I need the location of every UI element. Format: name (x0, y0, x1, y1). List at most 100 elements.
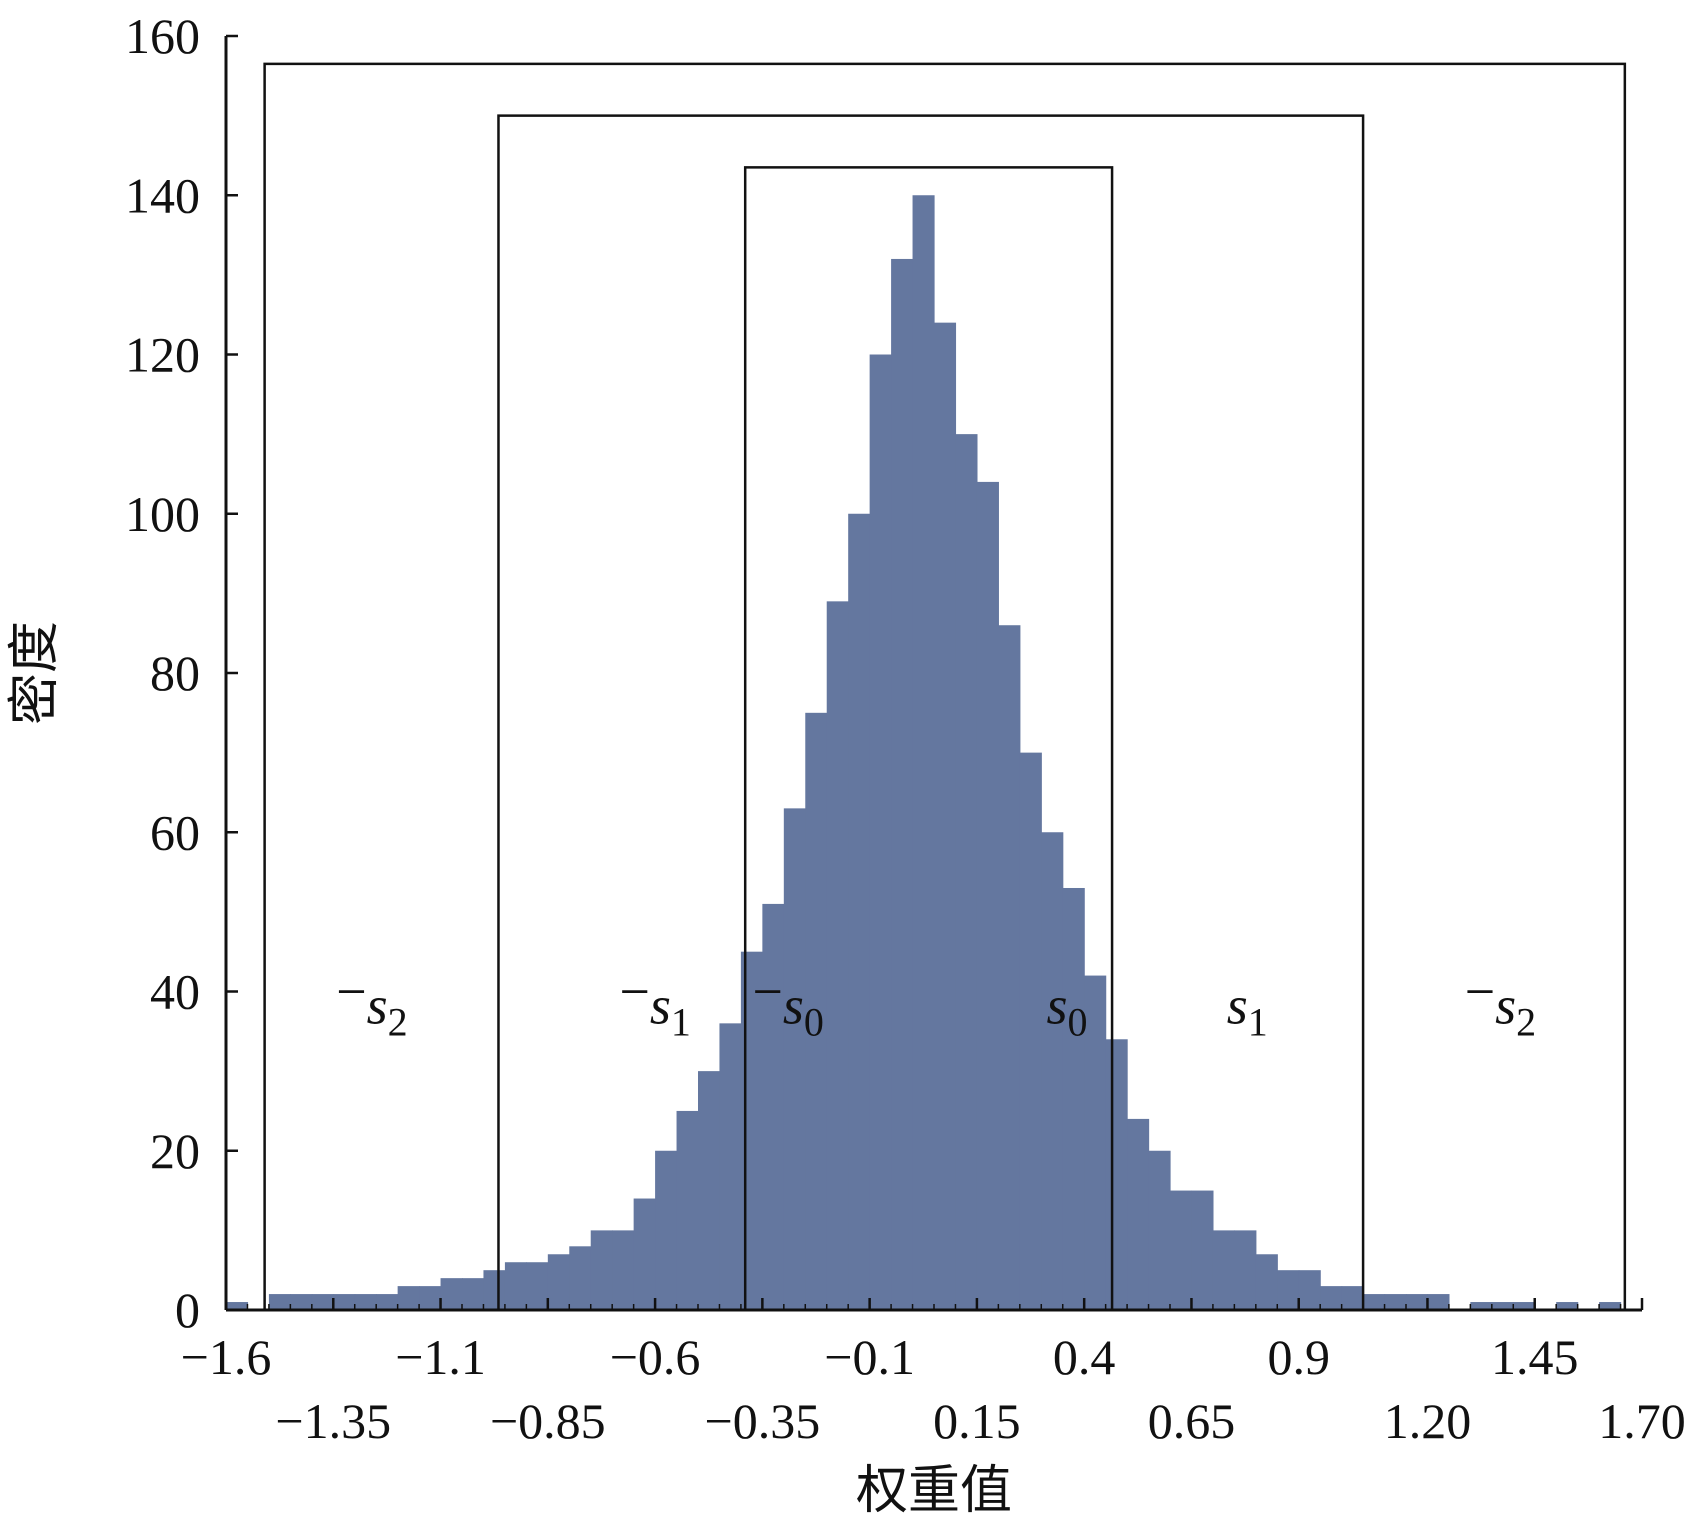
region-label: −s0 (752, 961, 823, 1044)
histogram-bar (1470, 1302, 1493, 1310)
histogram-bar (483, 1270, 506, 1310)
histogram-bar (1105, 1039, 1128, 1310)
histogram-bar (1384, 1294, 1407, 1310)
region-label: −s2 (1465, 961, 1536, 1044)
y-tick-label: 160 (125, 8, 200, 64)
x-tick-label: −1.35 (275, 1393, 391, 1449)
histogram-bar (1599, 1302, 1622, 1310)
histogram-bar (1513, 1302, 1536, 1310)
histogram-bar (955, 434, 978, 1310)
x-tick-label: 1.70 (1598, 1393, 1686, 1449)
histogram-bar (268, 1294, 291, 1310)
region-label-subscript: 0 (1068, 999, 1088, 1044)
x-axis-ticks: −1.6 −1.1 −0.6 −0.1 0.4 0.9 1.45 −1.35 −0.85 −0.3… (181, 1298, 1686, 1449)
histogram-bar (998, 625, 1021, 1310)
region-label-subscript: 2 (388, 999, 408, 1044)
histogram-bar (290, 1294, 313, 1310)
histogram-bar (1363, 1294, 1386, 1310)
histogram-bar (569, 1246, 592, 1310)
region-label-subscript: 1 (671, 999, 691, 1044)
region-label-prefix: − (336, 961, 366, 1021)
x-tick-label: −0.1 (824, 1329, 915, 1385)
histogram-bar (676, 1110, 699, 1310)
histogram-bar (762, 903, 785, 1310)
histogram-bar (934, 322, 957, 1310)
y-axis-ticks: 0 20 40 60 80 100 120 140 160 (125, 8, 238, 1338)
x-tick-label: 0.15 (933, 1393, 1021, 1449)
x-tick-label: 1.45 (1491, 1329, 1579, 1385)
histogram-bar (1556, 1302, 1579, 1310)
histogram-bar (419, 1286, 442, 1310)
region-label-letter: s (1495, 975, 1516, 1035)
histogram-bar (354, 1294, 377, 1310)
x-tick-label: −0.85 (490, 1393, 606, 1449)
y-tick-label: 80 (150, 645, 200, 701)
histogram-bar (376, 1294, 399, 1310)
histogram-bar (1191, 1190, 1214, 1310)
region-label-letter: s (367, 975, 388, 1035)
histogram-bar (848, 513, 871, 1310)
x-tick-label: 0.65 (1148, 1393, 1236, 1449)
x-tick-label: 1.20 (1384, 1393, 1472, 1449)
histogram-bar (1491, 1302, 1514, 1310)
histogram-bar (1341, 1286, 1364, 1310)
region-label: −s2 (336, 961, 407, 1044)
y-tick-label: 20 (150, 1123, 200, 1179)
region-boxes (263, 62, 1627, 1310)
region-label-letter: s (650, 975, 671, 1035)
x-tick-label: 0.9 (1267, 1329, 1330, 1385)
histogram-bar (462, 1278, 485, 1310)
y-tick-label: 120 (125, 327, 200, 383)
histogram-bar (1041, 832, 1064, 1310)
region-box-s1 (497, 114, 1365, 1310)
region-label-prefix: − (752, 961, 782, 1021)
y-tick-label: 100 (125, 486, 200, 542)
region-label: s1 (1227, 975, 1268, 1044)
histogram-bar (504, 1262, 527, 1310)
histogram-bar (526, 1262, 549, 1310)
histogram-bar (783, 808, 806, 1310)
region-label-prefix: − (619, 961, 649, 1021)
histogram-bar (440, 1278, 463, 1310)
region-label-prefix: − (1465, 961, 1495, 1021)
histogram-bar (1084, 975, 1107, 1310)
histogram-bar (633, 1198, 656, 1310)
histogram-bar (612, 1230, 635, 1310)
y-tick-label: 60 (150, 804, 200, 860)
histogram-bar (805, 712, 828, 1310)
histogram-bar (1320, 1286, 1343, 1310)
region-box-s2 (263, 62, 1627, 1310)
y-tick-label: 40 (150, 964, 200, 1020)
histogram-bar (1212, 1230, 1235, 1310)
y-tick-label: 140 (125, 167, 200, 223)
histogram-bar (655, 1150, 678, 1310)
histogram-bar (590, 1230, 613, 1310)
region-label-subscript: 1 (1248, 999, 1268, 1044)
region-label-letter: s (1227, 975, 1248, 1035)
y-tick-label: 0 (175, 1282, 200, 1338)
histogram-bar (311, 1294, 334, 1310)
region-label-letter: s (1047, 975, 1068, 1035)
histogram-bar (698, 1071, 721, 1310)
region-label: s0 (1047, 975, 1088, 1044)
region-label-subscript: 2 (1516, 999, 1536, 1044)
histogram-bar (1019, 752, 1042, 1310)
y-axis-title: 密度 (5, 621, 65, 725)
histogram-bar (1406, 1294, 1429, 1310)
histogram-bar (397, 1286, 420, 1310)
histogram-bar (1148, 1150, 1171, 1310)
region-label: −s1 (619, 961, 690, 1044)
histogram-bar (826, 601, 849, 1310)
histogram-bar (1062, 887, 1085, 1310)
histogram-bar (1427, 1294, 1450, 1310)
x-tick-label: −1.1 (395, 1329, 486, 1385)
histogram-bar (1298, 1270, 1321, 1310)
x-tick-label: 0.4 (1053, 1329, 1116, 1385)
region-label-letter: s (783, 975, 804, 1035)
histogram-bar (1170, 1190, 1193, 1310)
region-label-subscript: 0 (804, 999, 824, 1044)
histogram-bar (1277, 1270, 1300, 1310)
histogram-bar (912, 195, 935, 1310)
histogram-bar (333, 1294, 356, 1310)
